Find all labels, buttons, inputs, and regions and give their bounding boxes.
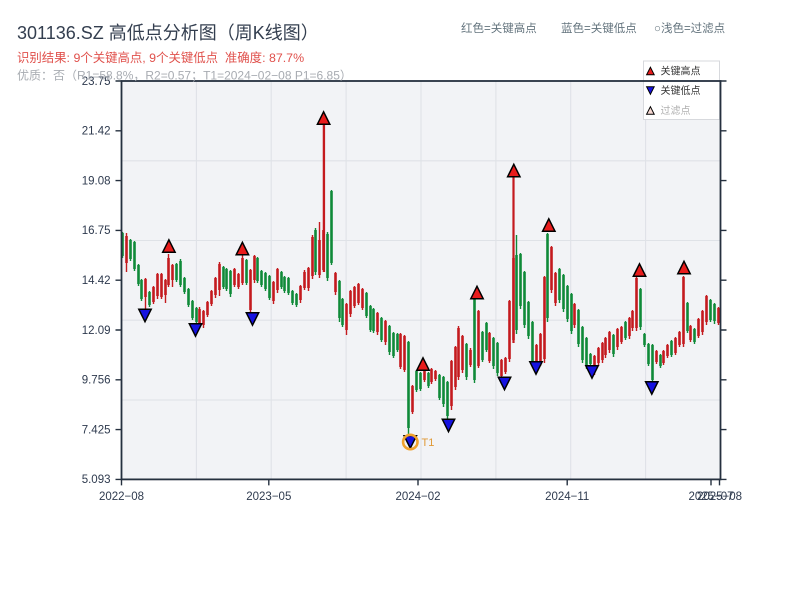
svg-text:12.09: 12.09 <box>82 325 111 337</box>
svg-text:19.08: 19.08 <box>82 175 111 187</box>
svg-text:优质：否（R1=58.8%，R2=0.57；T1=2024−: 优质：否（R1=58.8%，R2=0.57；T1=2024−02−08 P1=6… <box>17 69 352 83</box>
svg-text:T1: T1 <box>422 437 435 449</box>
svg-text:2024−11: 2024−11 <box>545 491 589 503</box>
svg-text:识别结果: 9个关键高点, 9个关键低点 准确度: 87.: 识别结果: 9个关键高点, 9个关键低点 准确度: 87.7% <box>17 50 304 65</box>
svg-text:过滤点: 过滤点 <box>661 104 691 117</box>
svg-text:蓝色=关键低点: 蓝色=关键低点 <box>561 21 637 35</box>
svg-text:14.42: 14.42 <box>82 275 111 287</box>
svg-text:9.756: 9.756 <box>82 375 111 387</box>
svg-text:关键低点: 关键低点 <box>661 84 701 97</box>
svg-text:2023−05: 2023−05 <box>246 491 291 503</box>
svg-text:红色=关键高点: 红色=关键高点 <box>461 21 537 35</box>
svg-text:23.75: 23.75 <box>82 76 111 88</box>
svg-text:2025−07: 2025−07 <box>688 491 733 503</box>
svg-text:关键高点: 关键高点 <box>661 65 701 78</box>
svg-text:301136.SZ 高低点分析图（周K线图）: 301136.SZ 高低点分析图（周K线图） <box>17 23 319 43</box>
svg-text:2025−08: 2025−08 <box>697 491 742 503</box>
svg-text:21.42: 21.42 <box>82 126 111 138</box>
svg-text:5.093: 5.093 <box>82 474 111 486</box>
svg-text:2022−08: 2022−08 <box>99 491 144 503</box>
svg-text:○浅色=过滤点: ○浅色=过滤点 <box>654 21 725 35</box>
svg-text:7.425: 7.425 <box>82 424 111 436</box>
svg-text:2024−02: 2024−02 <box>395 491 440 503</box>
svg-text:16.75: 16.75 <box>82 225 111 237</box>
